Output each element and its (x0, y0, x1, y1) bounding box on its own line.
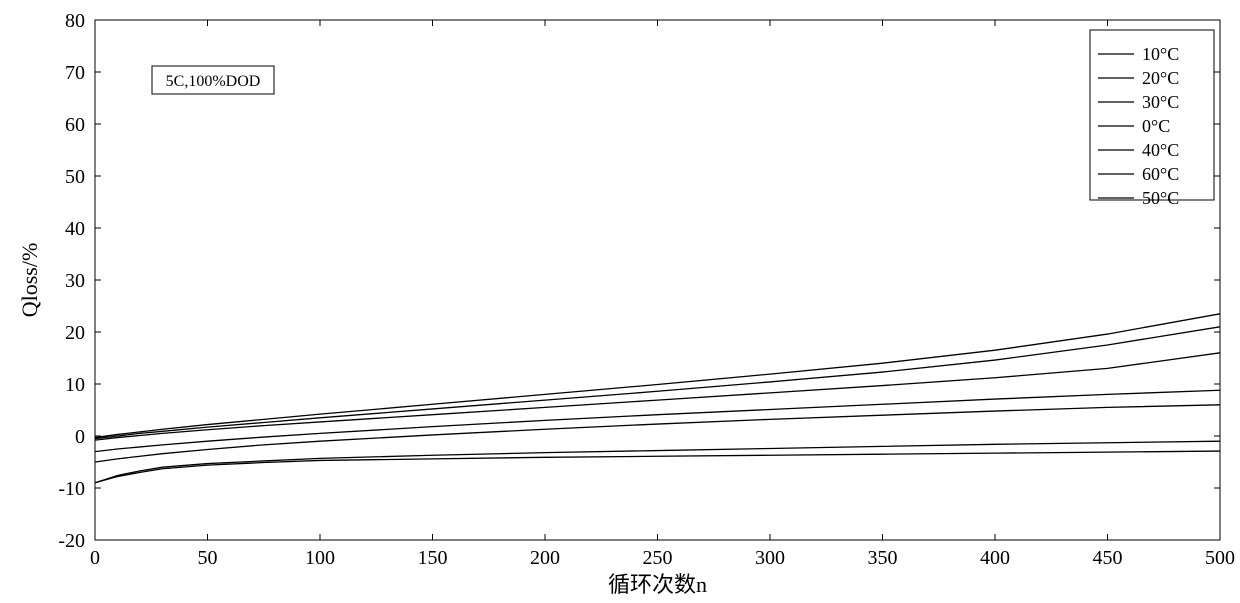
annotation-text: 5C,100%DOD (166, 73, 261, 90)
y-tick-label: 50 (65, 166, 85, 188)
x-tick-label: 0 (90, 547, 100, 569)
x-tick-label: 200 (530, 547, 560, 569)
y-tick-label: 30 (65, 270, 85, 292)
chart-container: 0 50 100 150 200 250 300 350 400 450 500 -20 -10 0 10 2… (0, 0, 1240, 603)
legend-label: 10°C (1142, 44, 1179, 64)
x-tick-label: 100 (305, 547, 335, 569)
y-tick-label: 70 (65, 62, 85, 84)
x-tick-label: 250 (643, 547, 673, 569)
legend-label: 0°C (1142, 116, 1170, 136)
x-tick-label: 50 (198, 547, 218, 569)
y-tick-label: 0 (75, 426, 85, 448)
y-tick-label: 20 (65, 322, 85, 344)
y-tick-label: -10 (58, 478, 85, 500)
y-axis-label: Qloss/% (17, 243, 42, 318)
x-tick-label: 500 (1205, 547, 1235, 569)
x-tick-label: 150 (418, 547, 448, 569)
x-tick-label: 350 (868, 547, 898, 569)
y-tick-label: -20 (58, 530, 85, 552)
x-tick-label: 400 (980, 547, 1010, 569)
legend-label: 20°C (1142, 68, 1179, 88)
x-tick-label: 300 (755, 547, 785, 569)
qloss-line-chart: 0 50 100 150 200 250 300 350 400 450 500 -20 -10 0 10 2… (0, 0, 1240, 603)
y-tick-label: 10 (65, 374, 85, 396)
x-tick-label: 450 (1093, 547, 1123, 569)
y-tick-label: 40 (65, 218, 85, 240)
legend-label: 60°C (1142, 164, 1179, 184)
y-tick-label: 80 (65, 10, 85, 32)
x-axis-label: 循环次数n (608, 572, 707, 597)
legend-label: 30°C (1142, 92, 1179, 112)
legend-label: 40°C (1142, 140, 1179, 160)
legend-label: 50°C (1142, 188, 1179, 208)
y-tick-label: 60 (65, 114, 85, 136)
